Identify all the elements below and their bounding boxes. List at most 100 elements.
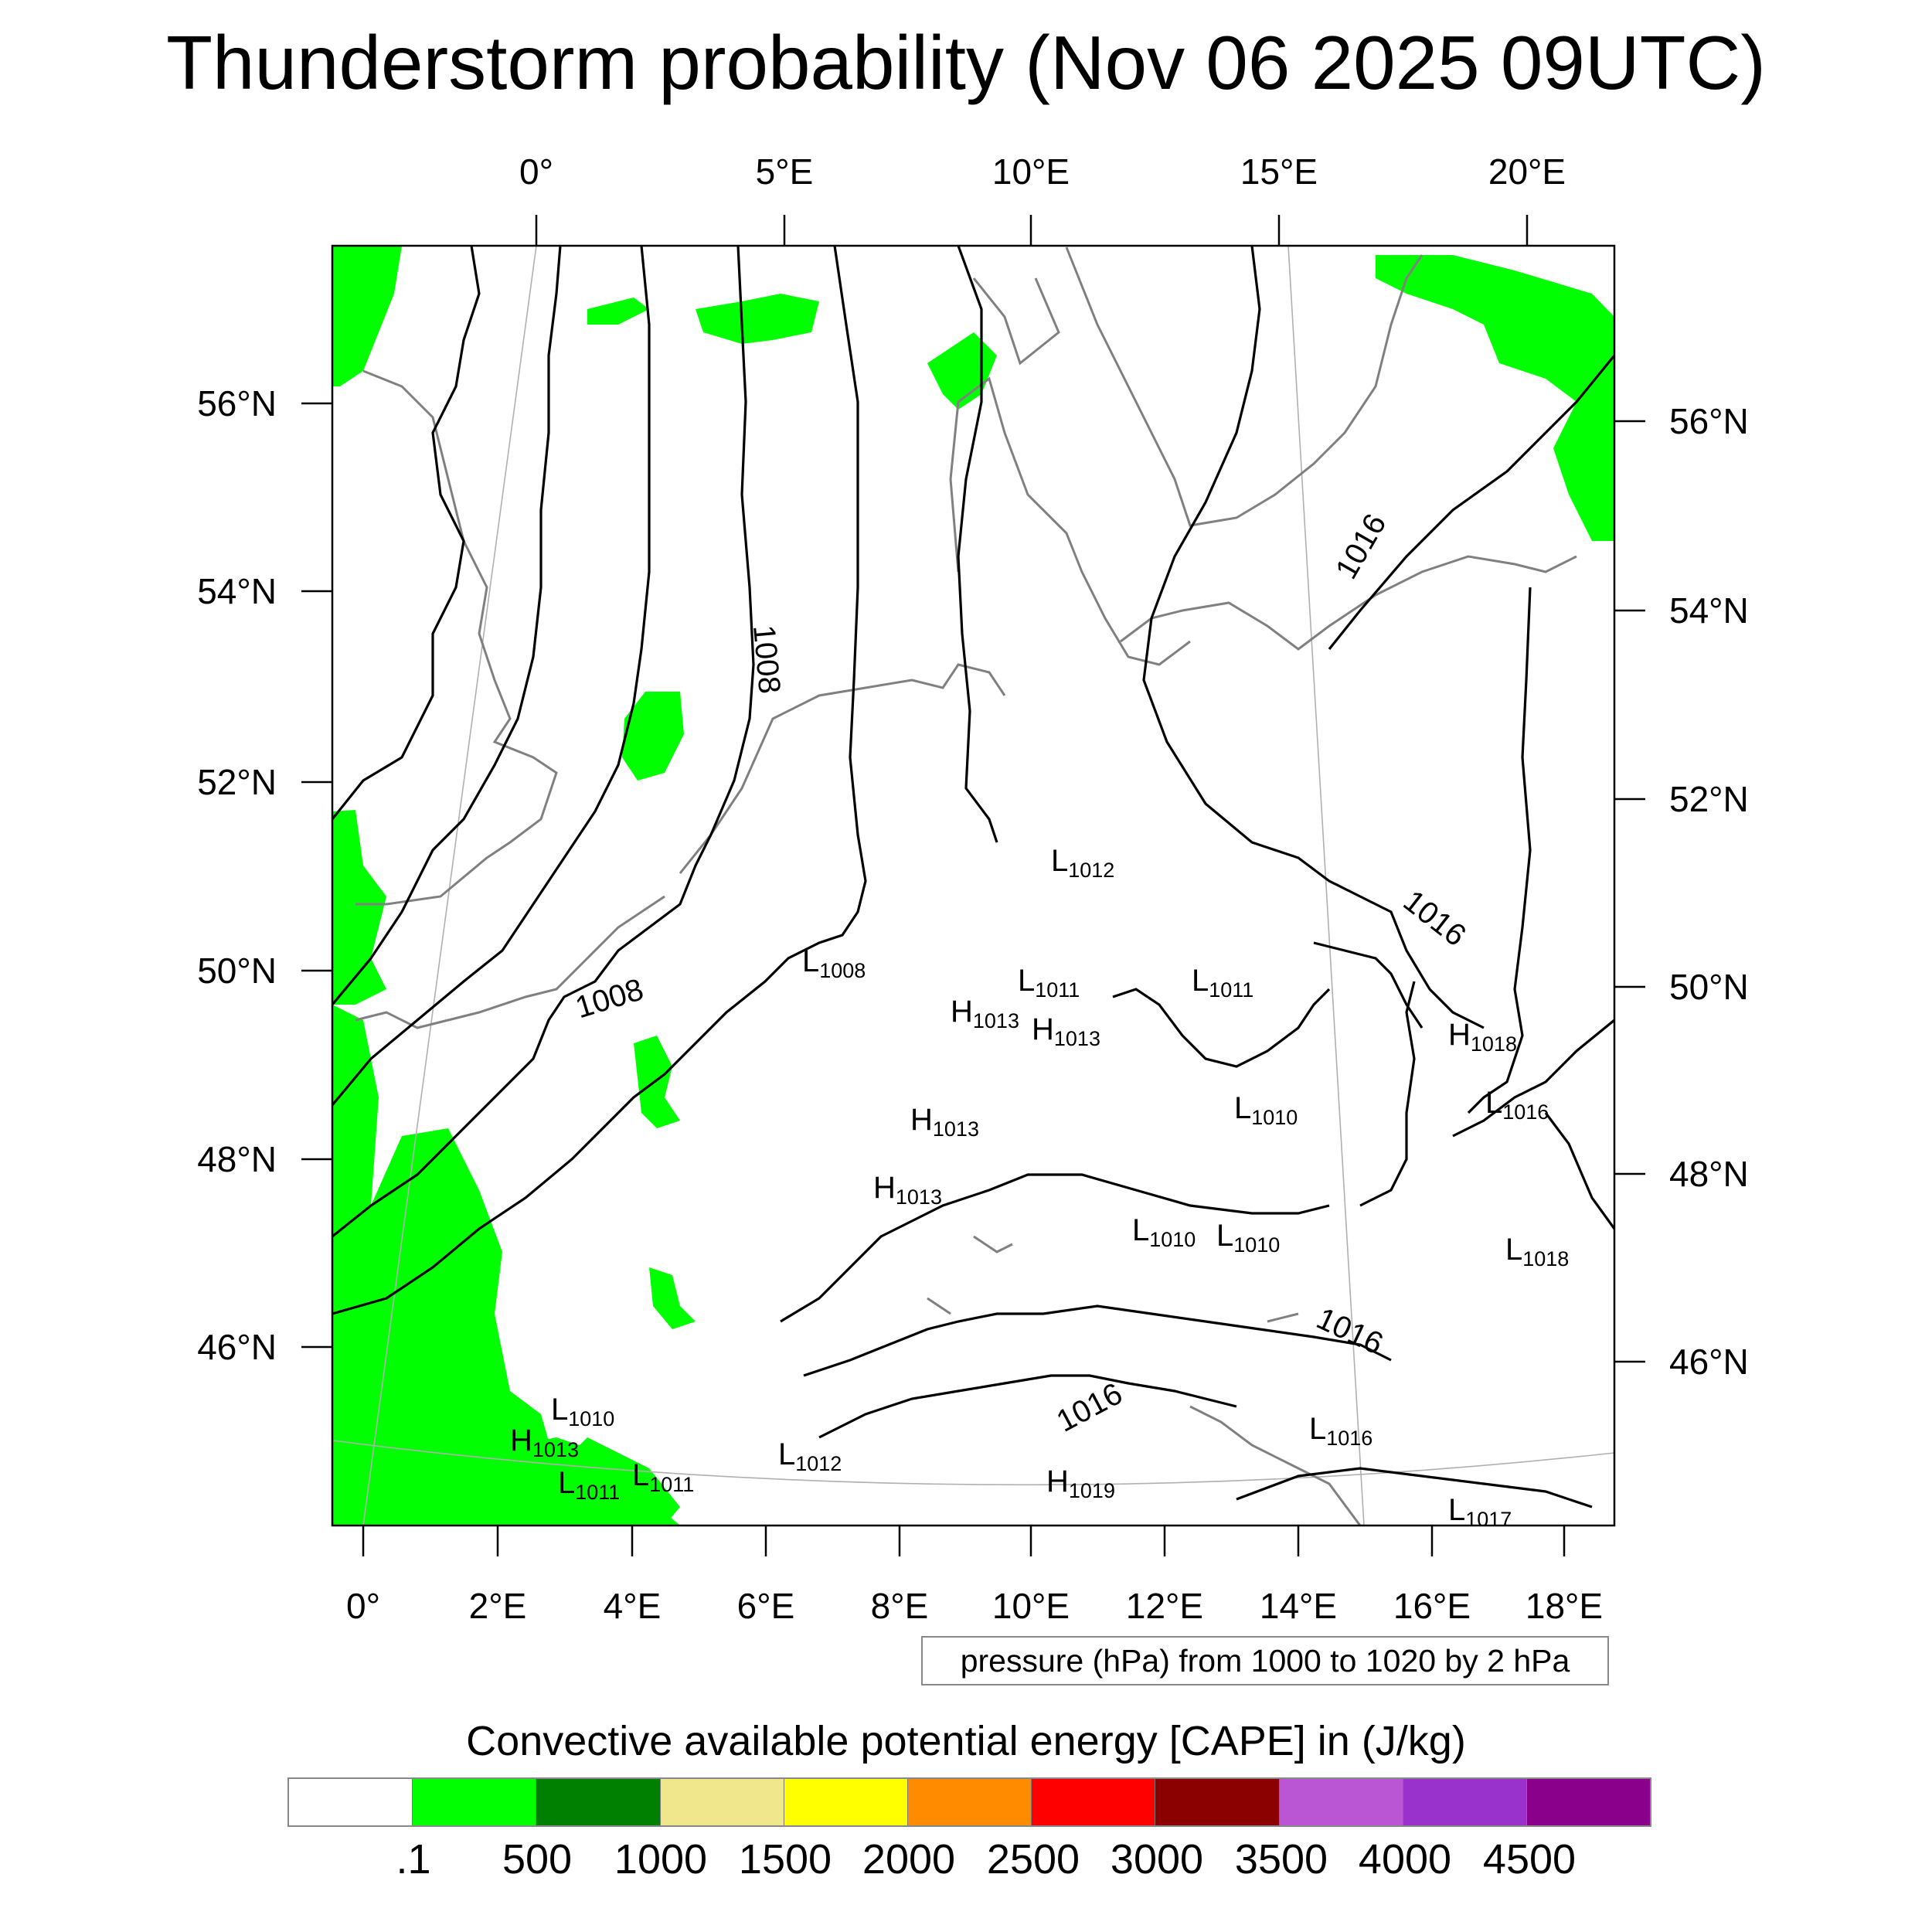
isobar [1452, 1019, 1614, 1138]
pressure-centers: L1012 L1008 L1011 L1011 H1013 H1013 H101… [510, 844, 1569, 1531]
pressure-center-label: L1011 [558, 1466, 620, 1504]
right-lat-tick: 50°N [1669, 967, 1749, 1007]
isobar [1467, 587, 1532, 1114]
isobar [332, 246, 867, 1315]
cape-area-skagerrak [927, 332, 997, 410]
isobar [1328, 354, 1614, 650]
coast-france-north [355, 895, 665, 1029]
isobar-label: 1016 [1051, 1376, 1128, 1439]
top-lon-tick: 10°E [992, 151, 1070, 192]
bottom-lon-tick: 2°E [469, 1586, 527, 1626]
pressure-center-label: L1012 [778, 1437, 842, 1475]
colorbar-label: 2500 [986, 1836, 1080, 1883]
cape-area-belgium [634, 1036, 680, 1128]
pressure-center-label: L1010 [1234, 1091, 1298, 1129]
coast-denmark [949, 376, 1191, 666]
pressure-center-label: L1017 [1448, 1493, 1512, 1531]
colorbar-title: Convective available potential energy [C… [466, 1718, 1466, 1764]
isobar [803, 1304, 1392, 1377]
colorbar-labels: .1 500 1000 1500 2000 2500 3000 3500 400… [0, 1835, 1932, 1889]
bottom-lon-tick: 18°E [1526, 1586, 1603, 1626]
isobar [1544, 1112, 1614, 1230]
cape-area-northsea-2 [587, 298, 649, 325]
bottom-lon-tick: 16°E [1393, 1586, 1471, 1626]
isobar [1359, 981, 1416, 1207]
top-lon-tick: 0° [519, 151, 553, 192]
isobar [332, 246, 651, 1107]
cape-area-channel [332, 810, 386, 1005]
pressure-center-label: L1010 [1132, 1213, 1196, 1251]
pressure-center-label: H1013 [510, 1423, 579, 1461]
right-lat-tick: 52°N [1669, 779, 1749, 819]
right-lat-tick: 46°N [1669, 1342, 1749, 1382]
cape-area-baltic [1376, 255, 1614, 541]
pressure-center-label: L1010 [551, 1393, 614, 1430]
left-lat-tick: 54°N [197, 571, 277, 611]
colorbar-label: .1 [396, 1836, 431, 1883]
bottom-lon-tick: 0° [346, 1586, 380, 1626]
isobar [957, 246, 998, 843]
cape-area-south [518, 1437, 680, 1526]
cape-area-lux [649, 1267, 696, 1329]
cape-area-west [332, 1005, 680, 1526]
pressure-center-label: L1016 [1309, 1412, 1372, 1450]
pressure-center-label: L1012 [1051, 844, 1114, 882]
pressure-center-label: H1013 [1032, 1012, 1100, 1050]
top-lon-tick: 15°E [1240, 151, 1318, 192]
right-lat-tick: 54°N [1669, 590, 1749, 631]
pressure-center-label: L1011 [1018, 964, 1080, 1002]
top-longitude-axis: 0° 5°E 10°E 15°E 20°E [519, 151, 1566, 246]
isobar [332, 246, 755, 1238]
left-lat-tick: 48°N [197, 1139, 277, 1179]
pressure-center-label: L1018 [1505, 1233, 1569, 1270]
cape-area-netherlands [622, 692, 684, 781]
left-latitude-axis: 56°N 54°N 52°N 50°N 48°N 46°N [197, 383, 332, 1367]
bottom-lon-tick: 14°E [1260, 1586, 1337, 1626]
isobar-label: 1008 [747, 624, 787, 695]
isobar [1236, 1467, 1593, 1509]
map-title: Thunderstorm probability (Nov 06 2025 09… [166, 20, 1766, 105]
isobar-label: 1016 [1311, 1301, 1388, 1361]
colorbar-swatch [289, 1779, 413, 1825]
coast-britain [355, 369, 558, 906]
colorbar-swatch [412, 1779, 536, 1825]
coast-germany-baltic [1120, 555, 1577, 651]
isobar [1142, 246, 1485, 1029]
pressure-center-label: H1013 [951, 995, 1019, 1032]
pressure-center-label: H1018 [1448, 1018, 1517, 1056]
cape-area-norway-coast [332, 246, 402, 386]
isobars [332, 246, 1614, 1509]
coast-sweden [1065, 247, 1423, 527]
top-lon-tick: 5°E [756, 151, 814, 192]
colorbar-label: 4000 [1358, 1836, 1452, 1883]
colorbar-swatch [1526, 1779, 1651, 1825]
colorbar-label: 4500 [1482, 1836, 1577, 1883]
colorbar [287, 1777, 1651, 1827]
pressure-center-label: L1010 [1216, 1219, 1280, 1257]
cape-shading [332, 246, 1614, 1526]
colorbar-swatch [1402, 1779, 1526, 1825]
pressure-center-label: L1011 [1192, 964, 1253, 1002]
left-lat-tick: 46°N [197, 1327, 277, 1367]
bottom-lon-tick: 4°E [604, 1586, 662, 1626]
right-lat-tick: 48°N [1669, 1154, 1749, 1194]
colorbar-swatch [1155, 1779, 1279, 1825]
left-lat-tick: 52°N [197, 762, 277, 802]
bottom-lon-tick: 10°E [992, 1586, 1070, 1626]
isobar [780, 1173, 1330, 1323]
left-lat-tick: 50°N [197, 951, 277, 991]
bottom-lon-tick: 8°E [871, 1586, 929, 1626]
colorbar-swatch [659, 1779, 784, 1825]
coast-norway [972, 277, 1060, 366]
colorbar-swatch [536, 1779, 660, 1825]
colorbar-label: 1500 [738, 1836, 832, 1883]
pressure-center-label: H1013 [910, 1103, 979, 1141]
colorbar-label: 2000 [862, 1836, 956, 1883]
colorbar-label: 3000 [1110, 1836, 1204, 1883]
pressure-center-label: L1008 [802, 944, 866, 982]
bottom-lon-tick: 6°E [737, 1586, 795, 1626]
colorbar-label: 3500 [1234, 1836, 1328, 1883]
right-latitude-axis: 56°N 54°N 52°N 50°N 48°N 46°N [1614, 401, 1749, 1382]
top-lon-tick: 20°E [1488, 151, 1566, 192]
